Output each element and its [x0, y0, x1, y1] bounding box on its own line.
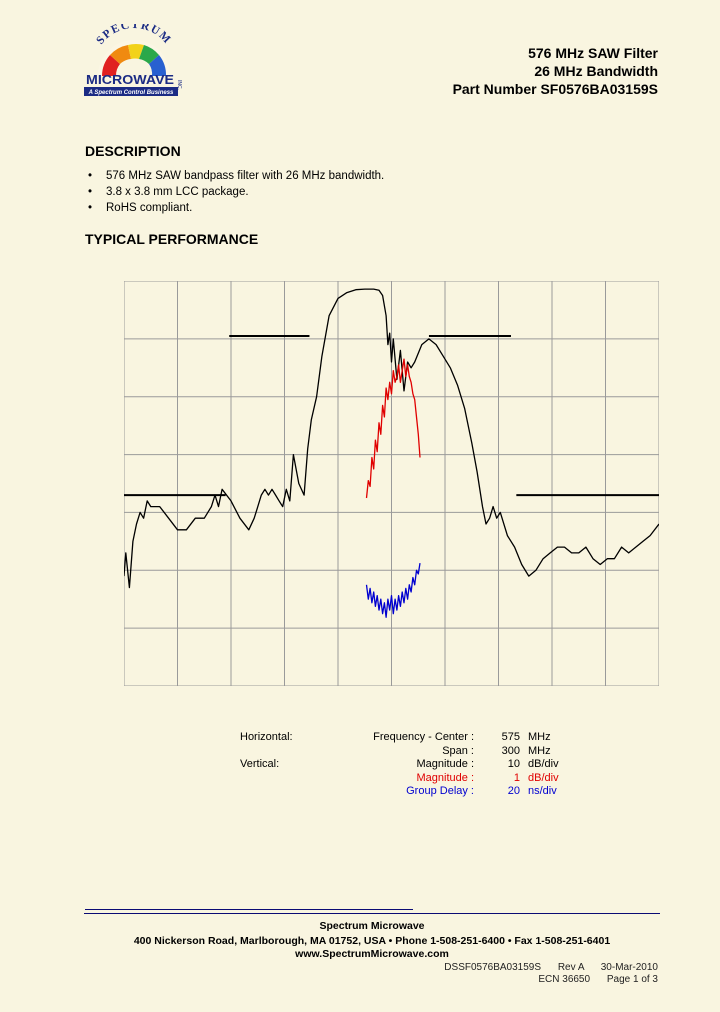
- description-bullet: RoHS compliant.: [88, 200, 384, 216]
- spectrum-microwave-logo: SPECTRUM MICROWAVE INC. A Spectrum Contr…: [84, 24, 182, 96]
- rainbow-red-icon: [102, 55, 120, 76]
- legend-value: 20: [507, 785, 520, 797]
- chart-legend: Horizontal: Frequency - Center :575 MHz Spa…: [240, 731, 578, 799]
- performance-heading: TYPICAL PERFORMANCE: [85, 231, 259, 247]
- legend-label: Magnitude :: [416, 771, 474, 784]
- footer-rule: [84, 913, 660, 914]
- rainbow-blue-icon: [149, 55, 167, 76]
- doc-number: DSSF0576BA03159S: [444, 962, 542, 973]
- legend-row: Group Delay : 20 ns/div: [240, 785, 578, 799]
- logo-tagline-bar: [84, 87, 178, 96]
- legend-unit: MHz: [528, 744, 551, 757]
- chart-traces: [124, 288, 659, 618]
- header-part-number: Part Number SF0576BA03159S: [452, 81, 658, 97]
- legend-value: 575: [501, 731, 520, 743]
- chart-grid: [124, 281, 659, 686]
- legend-heading: [240, 772, 314, 786]
- magnitude-10db-trace: [124, 288, 659, 589]
- legend-heading: [240, 785, 314, 799]
- header-title-line2: 26 MHz Bandwidth: [534, 63, 658, 79]
- rainbow-orange-icon: [110, 45, 131, 64]
- legend-heading: Horizontal:: [240, 731, 293, 743]
- doc-page: Page 1 of 3: [606, 974, 658, 985]
- legend-label: Group Delay :: [406, 785, 474, 797]
- header-title-line1: 576 MHz SAW Filter: [528, 45, 658, 61]
- legend-heading: Vertical:: [240, 758, 280, 770]
- magnitude-1db-trace: [365, 358, 421, 499]
- legend-row: Horizontal: Frequency - Center : 575 MHz: [240, 731, 578, 745]
- performance-chart: [124, 281, 659, 686]
- doc-revision: Rev A: [557, 962, 584, 973]
- legend-unit: dB/div: [528, 758, 559, 770]
- rainbow-green-icon: [139, 45, 159, 64]
- rainbow-yellow-icon: [128, 43, 144, 59]
- legend-value: 10: [507, 758, 520, 770]
- description-bullet: 3.8 x 3.8 mm LCC package.: [88, 184, 384, 200]
- chart-spec-lines: [124, 334, 659, 497]
- legend-unit: MHz: [528, 731, 551, 743]
- legend-label: Frequency - Center :: [373, 731, 474, 743]
- logo-tagline: A Spectrum Control Business: [88, 90, 174, 96]
- footer-rule-accent: [85, 909, 413, 910]
- footer-company: Spectrum Microwave: [319, 920, 425, 932]
- legend-row: Vertical: Magnitude : 10 dB/div: [240, 758, 578, 772]
- description-heading: DESCRIPTION: [85, 143, 181, 159]
- doc-info-line2: ECN 36650 Page 1 of 3: [524, 974, 658, 986]
- description-bullet: 576 MHz SAW bandpass filter with 26 MHz …: [88, 168, 384, 184]
- legend-row: Span : 300 MHz: [240, 745, 578, 759]
- footer-website[interactable]: www.SpectrumMicrowave.com: [295, 948, 449, 960]
- description-list: 576 MHz SAW bandpass filter with 26 MHz …: [88, 168, 384, 216]
- footer-address: 400 Nickerson Road, Marlborough, MA 0175…: [133, 935, 611, 947]
- doc-date: 30-Mar-2010: [600, 962, 658, 973]
- doc-ecn: ECN 36650: [538, 974, 591, 985]
- legend-label: Span :: [442, 744, 474, 757]
- legend-value: 300: [501, 744, 520, 757]
- legend-label: Magnitude :: [416, 758, 474, 770]
- group-delay-trace: [365, 562, 421, 618]
- legend-heading: [240, 745, 314, 759]
- legend-unit: dB/div: [528, 771, 559, 784]
- legend-row: Magnitude : 1 dB/div: [240, 772, 578, 786]
- legend-unit: ns/div: [528, 785, 557, 797]
- legend-value: 1: [513, 771, 520, 784]
- logo-inc-text: INC.: [176, 80, 182, 90]
- doc-info-line1: DSSF0576BA03159S Rev A 30-Mar-2010: [430, 962, 658, 974]
- logo-main-text: MICROWAVE: [86, 73, 174, 87]
